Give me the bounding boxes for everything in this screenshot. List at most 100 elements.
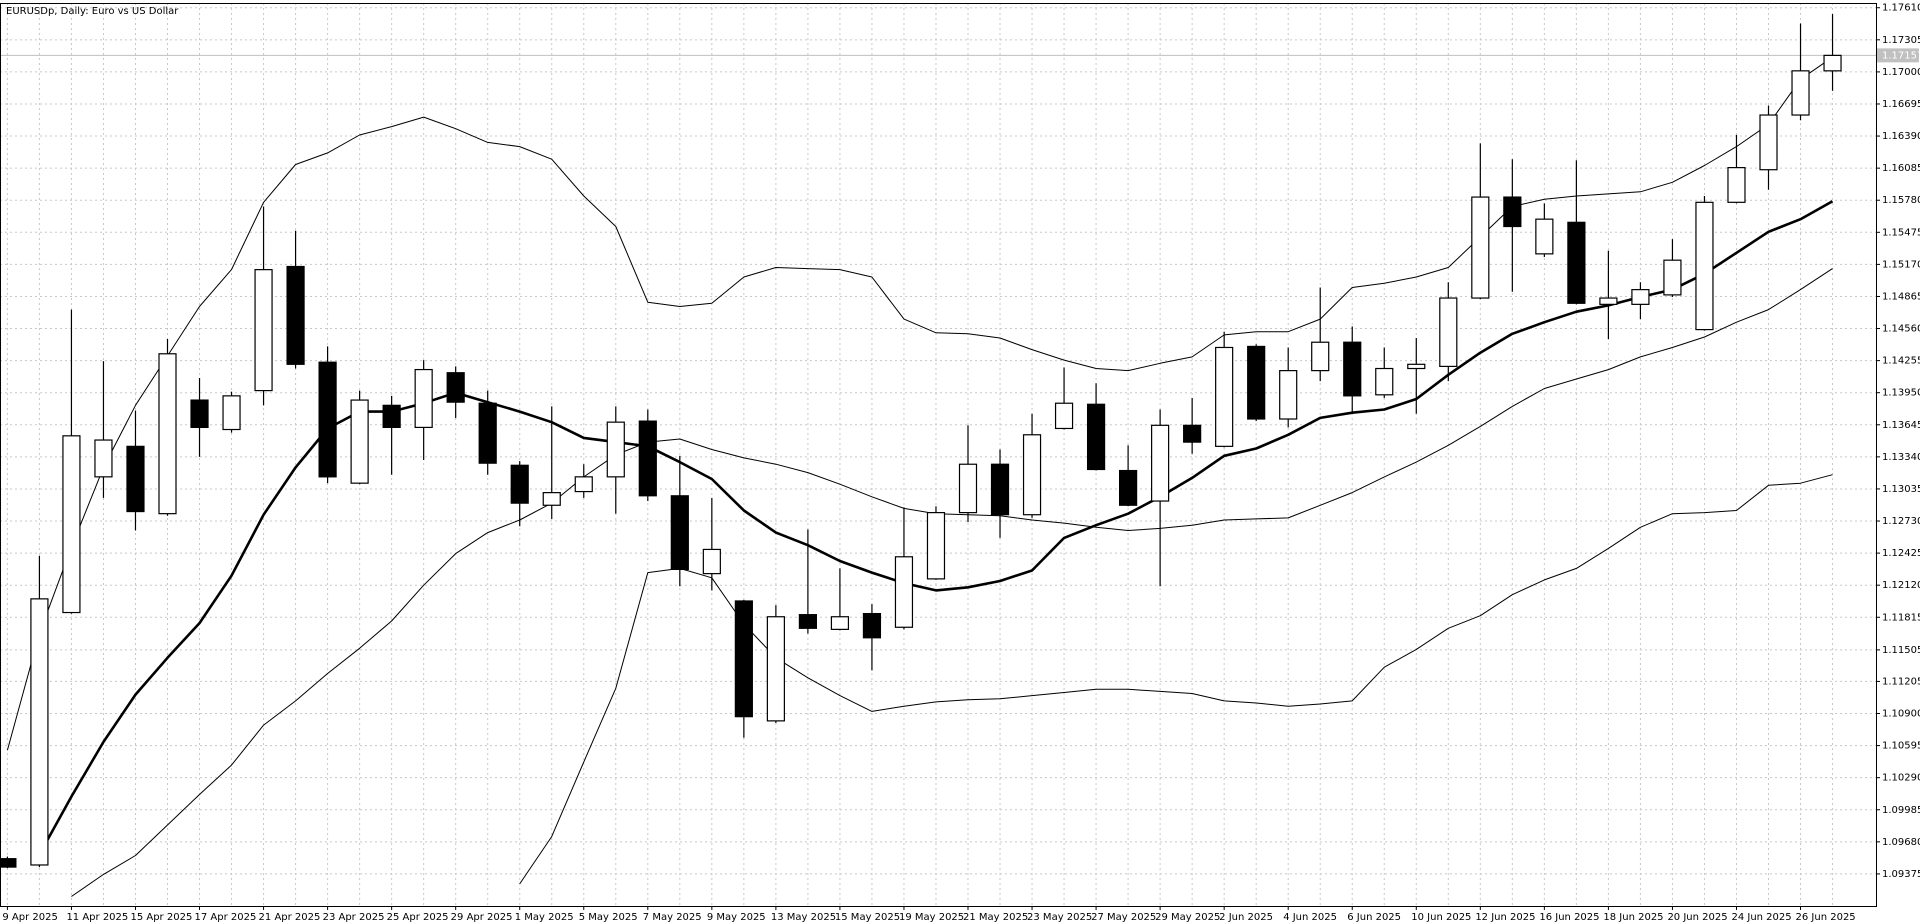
candle-body: [1663, 259, 1682, 296]
y-tick-label: 1.09985: [1882, 805, 1920, 816]
candle-body: [1118, 469, 1138, 506]
candle-body: [1407, 363, 1426, 370]
y-tick-label: 1.17305: [1882, 35, 1920, 46]
x-tick-label: 4 Jun 2025: [1283, 912, 1337, 923]
candle-body: [1215, 346, 1234, 447]
candles: [0, 14, 1842, 869]
y-tick-label: 1.10290: [1882, 773, 1920, 784]
candle-body: [606, 421, 625, 478]
candle-body: [670, 495, 689, 571]
y-tick-label: 1.17000: [1882, 67, 1920, 78]
candle-body: [542, 492, 561, 506]
candle-body: [1439, 297, 1458, 368]
candle-body: [1054, 402, 1074, 430]
x-tick-label: 7 May 2025: [643, 912, 702, 923]
indicators: [6, 56, 1834, 897]
y-tick-label: 1.09680: [1882, 837, 1920, 848]
candle-body: [862, 612, 882, 639]
y-tick-label: 1.12730: [1882, 516, 1920, 527]
x-tick-label: 29 Apr 2025: [451, 912, 513, 923]
x-tick-label: 9 May 2025: [707, 912, 766, 923]
x-tick-label: 17 Apr 2025: [195, 912, 257, 923]
candle-body: [1022, 434, 1042, 516]
candle-body: [1599, 297, 1618, 305]
y-tick-label: 1.12120: [1882, 580, 1920, 591]
moving-average: [38, 200, 1834, 856]
x-tick-label: 15 Apr 2025: [130, 912, 192, 923]
y-tick-label: 1.15170: [1882, 259, 1920, 270]
x-tick-label: 11 Apr 2025: [66, 912, 128, 923]
candle-body: [158, 353, 177, 515]
current-price-label: 1.17157: [1882, 50, 1920, 61]
x-tick-label: 20 Jun 2025: [1667, 912, 1727, 923]
x-tick-label: 23 Apr 2025: [323, 912, 385, 923]
candle-body: [1535, 218, 1554, 255]
candle-body: [1759, 114, 1778, 171]
chart-title: EURUSDp, Daily: Euro vs US Dollar: [6, 6, 179, 17]
candle-body: [1503, 196, 1522, 228]
y-tick-label: 1.10900: [1882, 709, 1920, 720]
x-tick-label: 16 Jun 2025: [1539, 912, 1599, 923]
candle-body: [286, 265, 305, 365]
y-tick-label: 1.13950: [1882, 388, 1920, 399]
y-tick-label: 1.17610: [1882, 3, 1920, 14]
candle-body: [766, 616, 785, 722]
axes: 1.17610 1.17305 1.17000 1.16695 1.16390 1.160…: [2, 3, 1920, 923]
x-tick-label: 19 May 2025: [899, 912, 964, 923]
x-tick-label: 6 Jun 2025: [1347, 912, 1401, 923]
candle-body: [798, 614, 818, 629]
x-tick-label: 13 May 2025: [771, 912, 836, 923]
band-line: [519, 474, 1833, 885]
candle-body: [0, 858, 17, 868]
y-tick-label: 1.13035: [1882, 484, 1920, 495]
candle-body: [30, 598, 49, 866]
y-tick-label: 1.13645: [1882, 420, 1920, 431]
candle-body: [926, 512, 946, 580]
band-line: [6, 56, 1833, 751]
y-tick-label: 1.11205: [1882, 676, 1920, 687]
x-tick-label: 18 Jun 2025: [1603, 912, 1663, 923]
candle-body: [638, 420, 657, 497]
x-tick-label: 29 May 2025: [1155, 912, 1220, 923]
candle-body: [1471, 196, 1490, 299]
y-tick-label: 1.11815: [1882, 612, 1920, 623]
candle-body: [318, 361, 337, 478]
y-tick-label: 1.10595: [1882, 741, 1920, 752]
candle-body: [382, 404, 401, 429]
candle-body: [830, 616, 850, 630]
y-tick-label: 1.15780: [1882, 195, 1920, 206]
candle-body: [990, 463, 1010, 516]
candle-body: [1247, 345, 1266, 420]
candle-body: [1279, 370, 1298, 420]
y-tick-label: 1.11505: [1882, 645, 1920, 656]
x-tick-label: 12 Jun 2025: [1475, 912, 1535, 923]
y-tick-label: 1.15475: [1882, 227, 1920, 238]
x-tick-label: 27 May 2025: [1091, 912, 1156, 923]
y-tick-label: 1.16390: [1882, 131, 1920, 142]
candle-body: [1695, 201, 1714, 331]
x-tick-label: 15 May 2025: [835, 912, 900, 923]
candle-body: [126, 445, 145, 513]
candle-body: [1183, 424, 1202, 443]
x-tick-label: 21 May 2025: [963, 912, 1028, 923]
x-tick-label: 1 May 2025: [515, 912, 574, 923]
y-tick-label: 1.16695: [1882, 99, 1920, 110]
candle-body: [574, 476, 593, 493]
candle-body: [254, 269, 273, 392]
candle-body: [734, 600, 753, 718]
candle-body: [1343, 341, 1362, 397]
x-tick-label: 26 Jun 2025: [1796, 912, 1856, 923]
x-tick-label: 21 Apr 2025: [259, 912, 321, 923]
x-tick-label: 23 May 2025: [1027, 912, 1092, 923]
x-tick-label: 2 Jun 2025: [1219, 912, 1273, 923]
candle-body: [350, 399, 369, 484]
y-tick-label: 1.13340: [1882, 452, 1920, 463]
x-tick-label: 25 Apr 2025: [387, 912, 449, 923]
candle-body: [894, 556, 914, 628]
y-tick-label: 1.14255: [1882, 356, 1920, 367]
x-tick-label: 10 Jun 2025: [1411, 912, 1471, 923]
candle-body: [1727, 167, 1746, 203]
band-line: [71, 268, 1833, 897]
candle-body: [414, 368, 433, 429]
